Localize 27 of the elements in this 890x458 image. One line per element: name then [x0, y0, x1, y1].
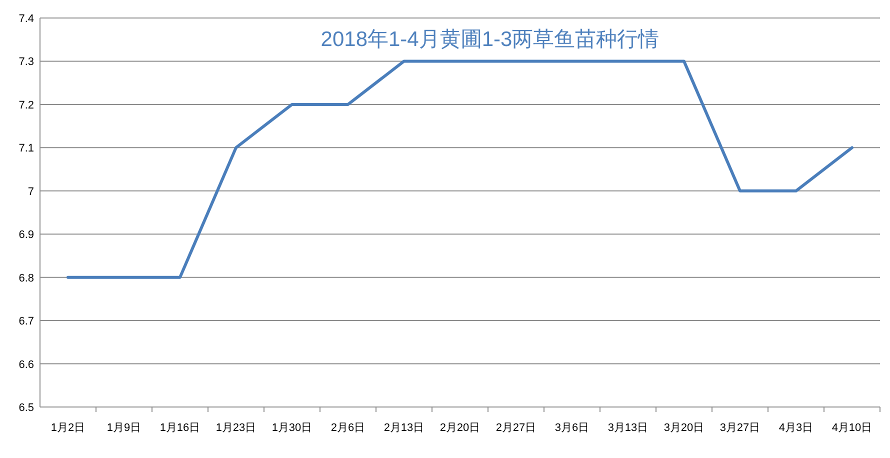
- y-tick-label: 7: [28, 186, 34, 198]
- x-tick-label: 2月13日: [384, 422, 424, 434]
- y-tick-label: 7.2: [18, 99, 34, 112]
- x-tick-label: 1月2日: [50, 422, 86, 434]
- y-tick-label: 7.1: [18, 142, 34, 155]
- x-tick-label: 3月27日: [720, 422, 760, 434]
- y-tick-label: 6.8: [18, 272, 34, 284]
- x-tick-label: 1月16日: [160, 422, 200, 434]
- text: 2018年1-4月黄圃1-3两草鱼苗种行情: [320, 28, 660, 51]
- x-tick-label: 2月27日: [496, 422, 536, 434]
- y-tick-label: 7.3: [18, 56, 34, 68]
- y-tick-label: 6.6: [18, 358, 34, 371]
- x-tick-label: 2月20日: [440, 422, 480, 434]
- x-tick-label: 4月10日: [832, 422, 872, 434]
- line-series: [66, 60, 854, 279]
- x-tick-label: 1月9日: [106, 422, 142, 434]
- x-tick-label: 3月20日: [664, 422, 704, 434]
- y-tick-label: 6.9: [18, 229, 34, 242]
- y-tick-label: 7.4: [18, 13, 34, 25]
- x-tick-label: 1月30日: [272, 422, 312, 434]
- y-tick-label: 6.5: [18, 402, 34, 414]
- x-tick-label: 4月3日: [778, 422, 814, 434]
- x-tick-label: 1月23日: [216, 422, 256, 434]
- y-tick-label: 6.7: [18, 316, 34, 328]
- x-tick-label: 3月6日: [554, 422, 590, 434]
- x-tick-label: 2月6日: [330, 422, 366, 434]
- x-tick-label: 3月13日: [608, 422, 648, 434]
